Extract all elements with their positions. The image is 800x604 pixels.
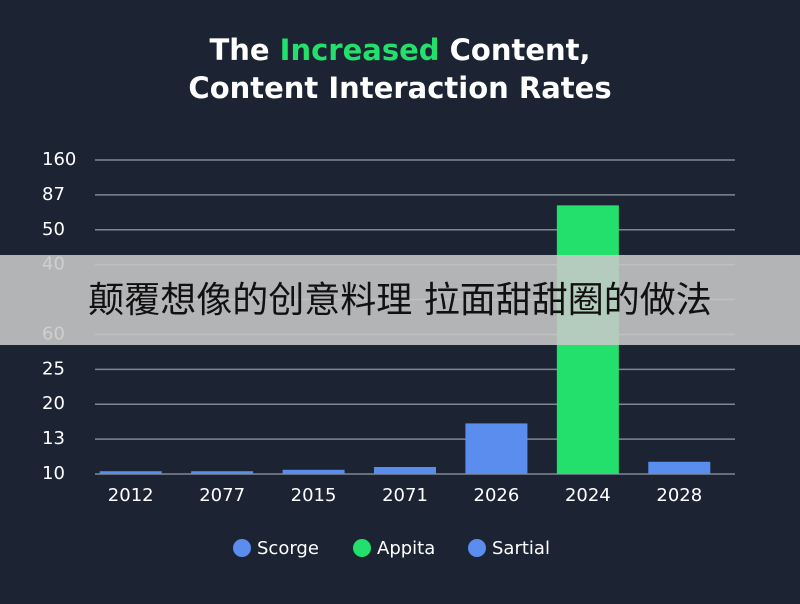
title-part: Increased bbox=[280, 33, 440, 67]
bar bbox=[99, 471, 162, 474]
chart-title: Content Interaction Rates bbox=[188, 71, 611, 105]
bar bbox=[191, 471, 254, 474]
x-tick-label: 2024 bbox=[565, 485, 611, 506]
legend-marker bbox=[353, 539, 371, 557]
y-tick-label: 50 bbox=[42, 219, 65, 240]
x-tick-label: 2028 bbox=[656, 485, 702, 506]
chart-title: The Increased Content, bbox=[209, 33, 590, 67]
y-tick-label: 25 bbox=[42, 358, 65, 379]
title-part: The bbox=[209, 33, 279, 67]
bar bbox=[465, 423, 528, 474]
bar bbox=[282, 469, 345, 474]
y-tick-label: 10 bbox=[42, 463, 65, 484]
legend-marker bbox=[233, 539, 251, 557]
banner-text: 颠覆想像的创意料理 拉面甜甜圈的做法 bbox=[88, 280, 711, 321]
x-tick-label: 2071 bbox=[382, 485, 428, 506]
x-tick-label: 2012 bbox=[108, 485, 154, 506]
title-part: Content, bbox=[440, 33, 591, 67]
x-tick-label: 2026 bbox=[474, 485, 520, 506]
x-tick-label: 2015 bbox=[291, 485, 337, 506]
legend-label: Sartial bbox=[492, 538, 550, 559]
banner bbox=[0, 255, 800, 345]
y-tick-label: 13 bbox=[42, 428, 65, 449]
x-tick-label: 2077 bbox=[199, 485, 245, 506]
legend-label: Scorge bbox=[257, 538, 319, 559]
y-tick-label: 160 bbox=[42, 149, 76, 170]
y-tick-label: 20 bbox=[42, 393, 65, 414]
bar bbox=[374, 467, 436, 474]
legend-label: Appita bbox=[377, 538, 435, 559]
legend-marker bbox=[468, 539, 486, 557]
y-tick-label: 87 bbox=[42, 184, 65, 205]
bar bbox=[648, 461, 711, 474]
